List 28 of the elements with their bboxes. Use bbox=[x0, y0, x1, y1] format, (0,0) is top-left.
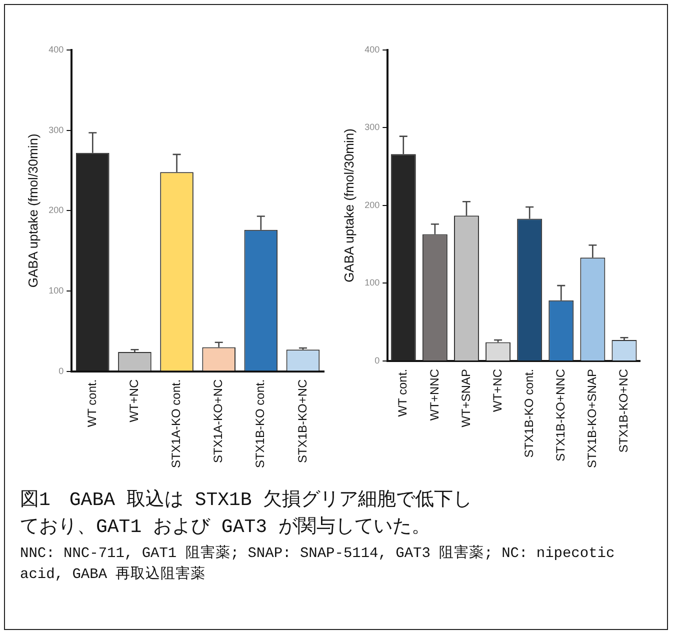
x-tick-label: WT cont. bbox=[396, 368, 410, 417]
x-tick-label: WT+NC bbox=[490, 368, 504, 412]
y-tick-label: 200 bbox=[364, 200, 380, 210]
y-tick-label: 0 bbox=[58, 366, 64, 376]
y-axis-title: GABA uptake (fmol/30min) bbox=[341, 128, 356, 282]
x-tick-label: WT+NNC bbox=[427, 368, 442, 421]
x-tick-label: WT+NC bbox=[127, 378, 142, 422]
y-tick-label: 400 bbox=[364, 44, 380, 54]
y-tick-label: 300 bbox=[48, 124, 64, 135]
y-tick-label: 100 bbox=[364, 278, 380, 288]
x-tick-label: STX1B-KO+NC bbox=[616, 368, 631, 453]
x-tick-label: STX1B-KO cont. bbox=[522, 368, 536, 458]
y-tick-label: 400 bbox=[48, 44, 64, 54]
y-tick-label: 300 bbox=[364, 122, 380, 132]
text: NNC: NNC-711, GAT1 阻害薬; SNAP: SNAP-5114, GAT3 阻害薬; NC: nipecotic acid, GABA 再取込阻害薬 bbox=[20, 544, 616, 585]
y-tick-label: 200 bbox=[48, 205, 64, 216]
y-tick-label: 0 bbox=[374, 355, 380, 366]
x-tick-label: WT+SNAP bbox=[458, 368, 473, 428]
x-tick-label: STX1B-KO cont. bbox=[253, 379, 268, 468]
x-tick-label: STX1B-KO+NNC bbox=[553, 368, 568, 462]
y-tick-label: 100 bbox=[48, 285, 64, 296]
x-tick-label: STX1A-KO+NC bbox=[211, 378, 226, 464]
x-tick-label: STX1B-KO+SNAP bbox=[584, 368, 599, 468]
text: 図1 GABA 取込は STX1B 欠損グリア細胞で低下しており、GAT1 および GAT3 が関与していた。 bbox=[20, 488, 474, 540]
x-tick-label: STX1B-KO+NC bbox=[295, 378, 310, 464]
x-tick-label: WT cont. bbox=[84, 379, 99, 428]
x-tick-label: STX1A-KO cont. bbox=[169, 379, 184, 468]
y-axis-title: GABA uptake (fmol/30min) bbox=[25, 134, 40, 288]
